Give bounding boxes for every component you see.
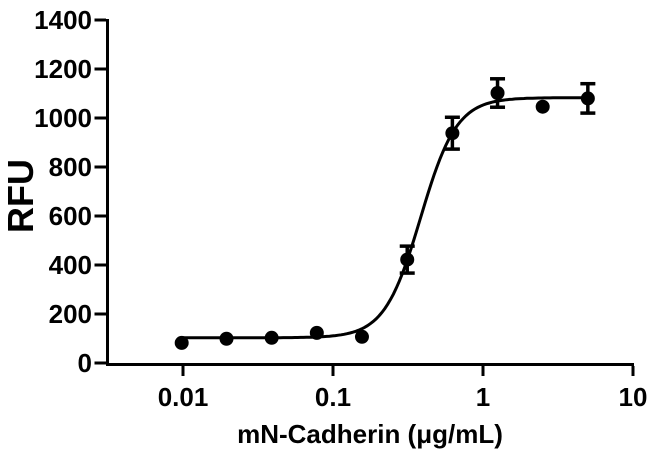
y-tick-label: 200 bbox=[49, 299, 92, 329]
y-tick-label: 1400 bbox=[34, 5, 92, 35]
y-axis-title: RFU bbox=[0, 159, 41, 233]
data-point bbox=[580, 91, 595, 106]
data-point bbox=[445, 126, 460, 141]
data-point bbox=[400, 252, 415, 267]
x-tick-label: 1 bbox=[476, 382, 490, 412]
fit-curve bbox=[180, 96, 590, 340]
y-tick-label: 600 bbox=[49, 201, 92, 231]
y-tick-label: 1000 bbox=[34, 103, 92, 133]
x-tick-label: 0.1 bbox=[315, 382, 351, 412]
data-point bbox=[535, 99, 550, 114]
data-point bbox=[174, 335, 189, 350]
y-tick-label: 1200 bbox=[34, 54, 92, 84]
y-tick-label: 800 bbox=[49, 152, 92, 182]
data-point bbox=[490, 86, 505, 101]
x-axis-title: mN-Cadherin (μg/mL) bbox=[237, 419, 503, 449]
y-tick-label: 0 bbox=[78, 348, 92, 378]
data-point bbox=[264, 330, 279, 345]
data-point bbox=[309, 325, 324, 340]
data-point bbox=[354, 329, 369, 344]
x-tick-label: 0.01 bbox=[158, 382, 209, 412]
y-tick-label: 400 bbox=[49, 250, 92, 280]
data-point bbox=[219, 331, 234, 346]
x-tick-label: 10 bbox=[619, 382, 648, 412]
